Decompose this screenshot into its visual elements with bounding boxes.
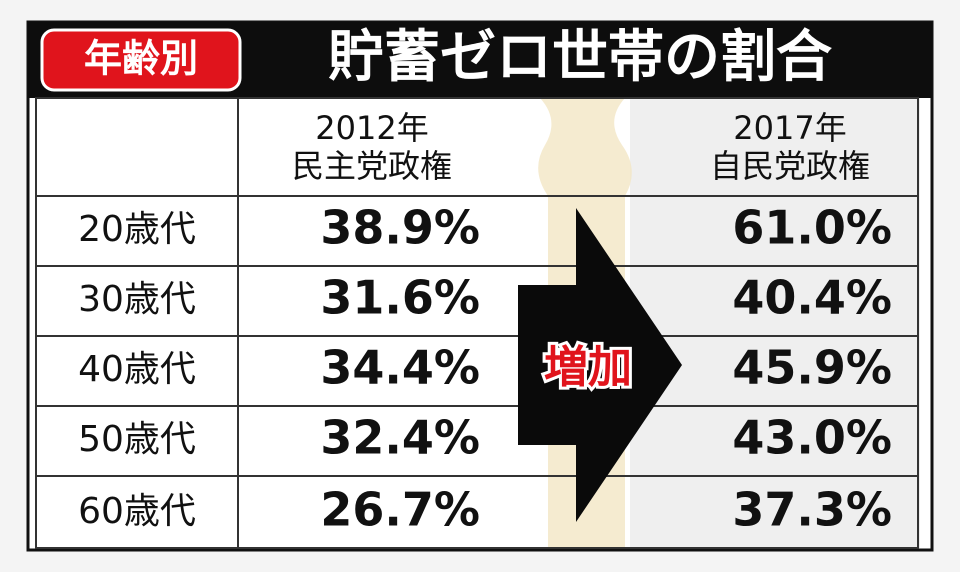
cell-value: 37.3% xyxy=(732,483,892,537)
table-grid xyxy=(35,97,919,549)
column-label: 自民党政権 xyxy=(710,147,870,185)
row-label: 30歳代 xyxy=(78,279,196,320)
cell-value: 61.0% xyxy=(732,201,892,255)
arrow-label: 増加 xyxy=(544,342,632,393)
cell-value: 32.4% xyxy=(320,411,480,465)
cell-value: 45.9% xyxy=(732,341,892,395)
column-year: 2017年 xyxy=(733,109,846,147)
cell-value: 26.7% xyxy=(320,483,480,537)
table-rows: 20歳代 38.9% 61.0% 30歳代 31.6% 40.4% 40歳代 34.4% 45.… xyxy=(78,201,892,537)
arrow xyxy=(518,208,682,522)
cell-value: 38.9% xyxy=(320,201,480,255)
row-label: 20歳代 xyxy=(78,209,196,250)
cell-value: 40.4% xyxy=(732,271,892,325)
cell-value: 31.6% xyxy=(320,271,480,325)
column-year: 2012年 xyxy=(315,109,428,147)
table-border xyxy=(35,97,919,549)
column-shade xyxy=(630,98,920,548)
cell-value: 34.4% xyxy=(320,341,480,395)
badge xyxy=(40,28,242,92)
title: 貯蓄ゼロ世帯の割合 xyxy=(328,25,832,90)
cell-value: 43.0% xyxy=(732,411,892,465)
badge-text: 年齢別 xyxy=(84,37,198,81)
row-label: 60歳代 xyxy=(78,491,196,532)
row-label: 50歳代 xyxy=(78,419,196,460)
column-label: 民主党政権 xyxy=(292,147,452,185)
row-label: 40歳代 xyxy=(78,349,196,390)
